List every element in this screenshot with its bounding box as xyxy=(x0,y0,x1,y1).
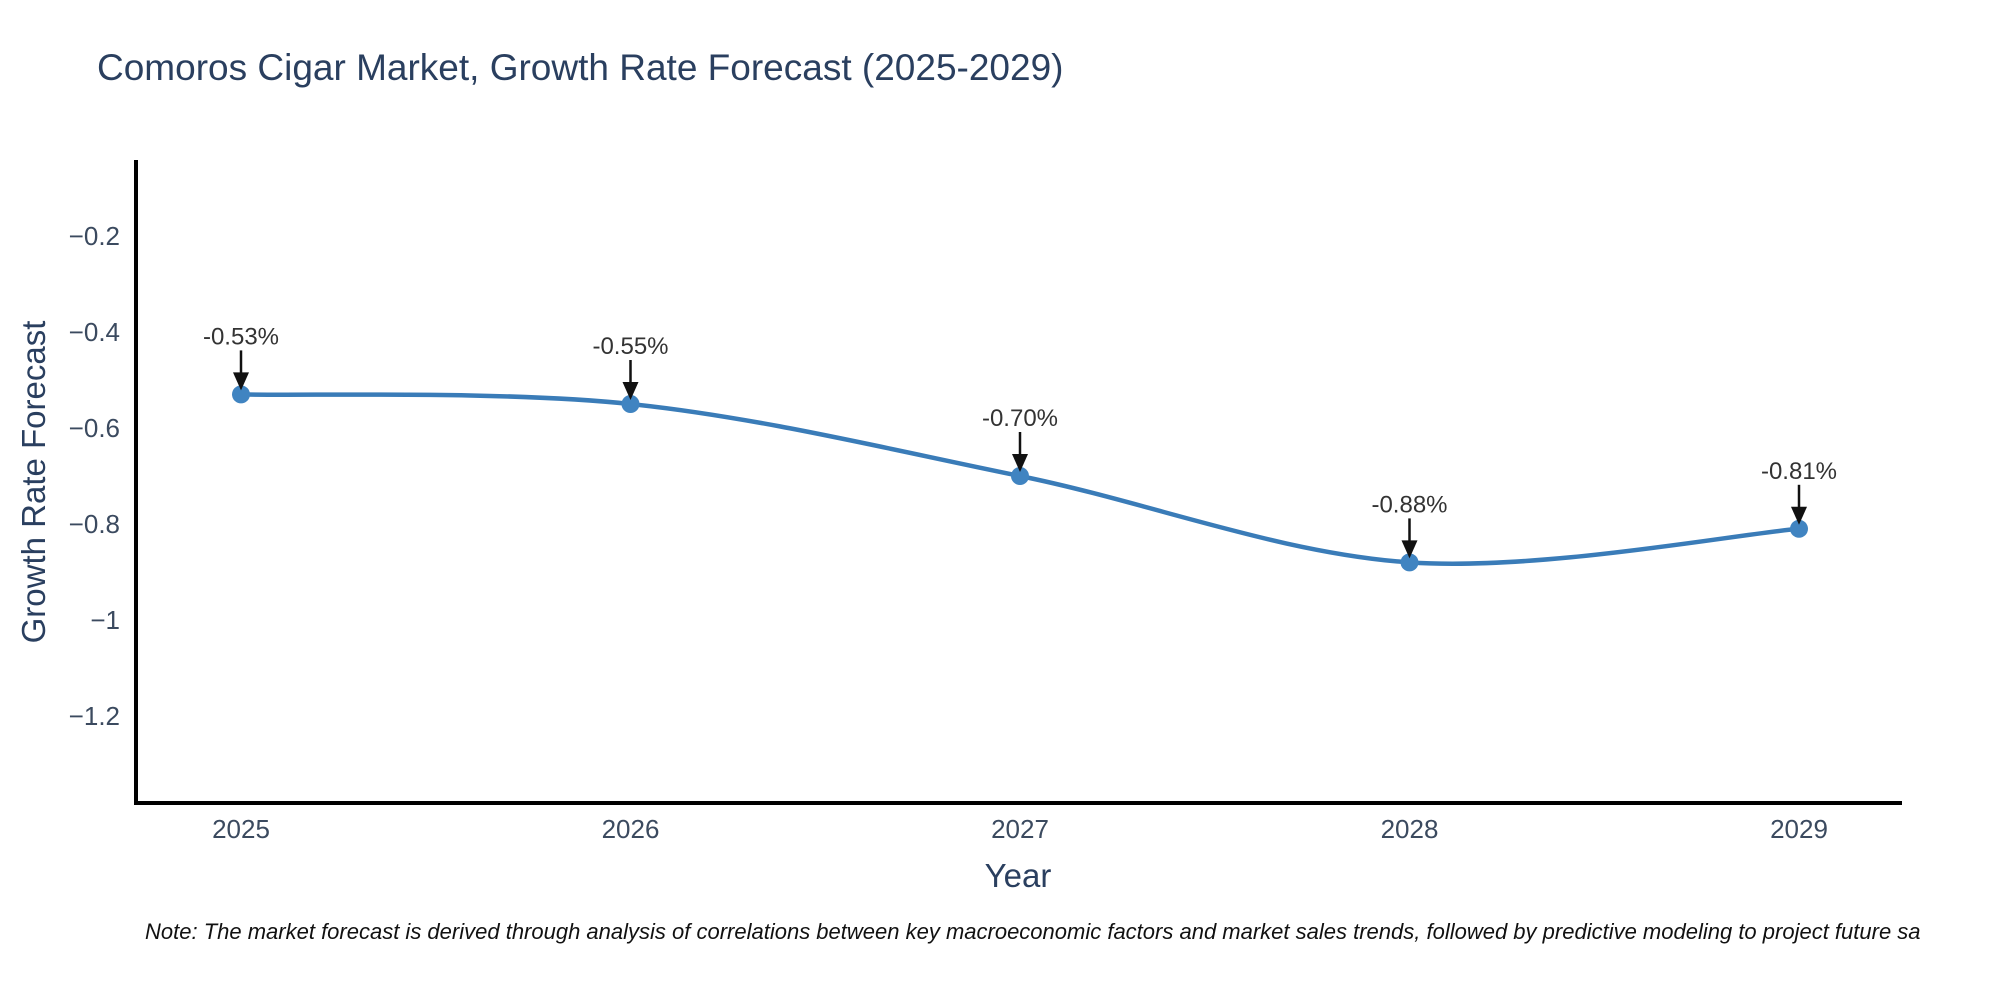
data-point-marker xyxy=(1400,553,1419,572)
axis-lines xyxy=(134,160,1902,805)
y-tick-label: −0.8 xyxy=(69,509,120,539)
annotation-label: -0.55% xyxy=(592,333,668,360)
x-tick-label: 2026 xyxy=(602,814,660,844)
annotation-arrow-head xyxy=(622,382,639,400)
x-tick-label: 2025 xyxy=(212,814,270,844)
data-point-marker xyxy=(1790,519,1808,538)
y-tick-label: −0.2 xyxy=(69,221,120,251)
data-point-marker xyxy=(1011,467,1029,485)
x-tick-label: 2029 xyxy=(1770,814,1828,844)
annotation-arrow-head xyxy=(233,372,249,391)
annotation-label: -0.81% xyxy=(1761,458,1837,485)
annotation-arrow-head xyxy=(1401,540,1418,559)
chart-title: Comoros Cigar Market, Growth Rate Foreca… xyxy=(97,47,1064,88)
annotation-label: -0.53% xyxy=(203,323,279,350)
annotation-arrow-head xyxy=(1791,506,1807,525)
x-tick-label: 2027 xyxy=(991,814,1049,844)
annotation-label: -0.70% xyxy=(982,405,1058,432)
annotation-label: -0.88% xyxy=(1371,491,1447,518)
y-tick-label: −0.4 xyxy=(69,317,120,347)
x-tick-label: 2028 xyxy=(1381,814,1439,844)
data-point-marker xyxy=(621,395,640,413)
x-axis-title: Year xyxy=(984,857,1052,894)
data-point-marker xyxy=(232,385,250,404)
y-tick-label: −1.2 xyxy=(69,701,120,731)
y-tick-label: −0.6 xyxy=(69,413,120,443)
y-tick-label: −1 xyxy=(90,605,120,635)
annotation-arrow-head xyxy=(1012,454,1028,472)
footnote: Note: The market forecast is derived thr… xyxy=(145,919,1921,944)
